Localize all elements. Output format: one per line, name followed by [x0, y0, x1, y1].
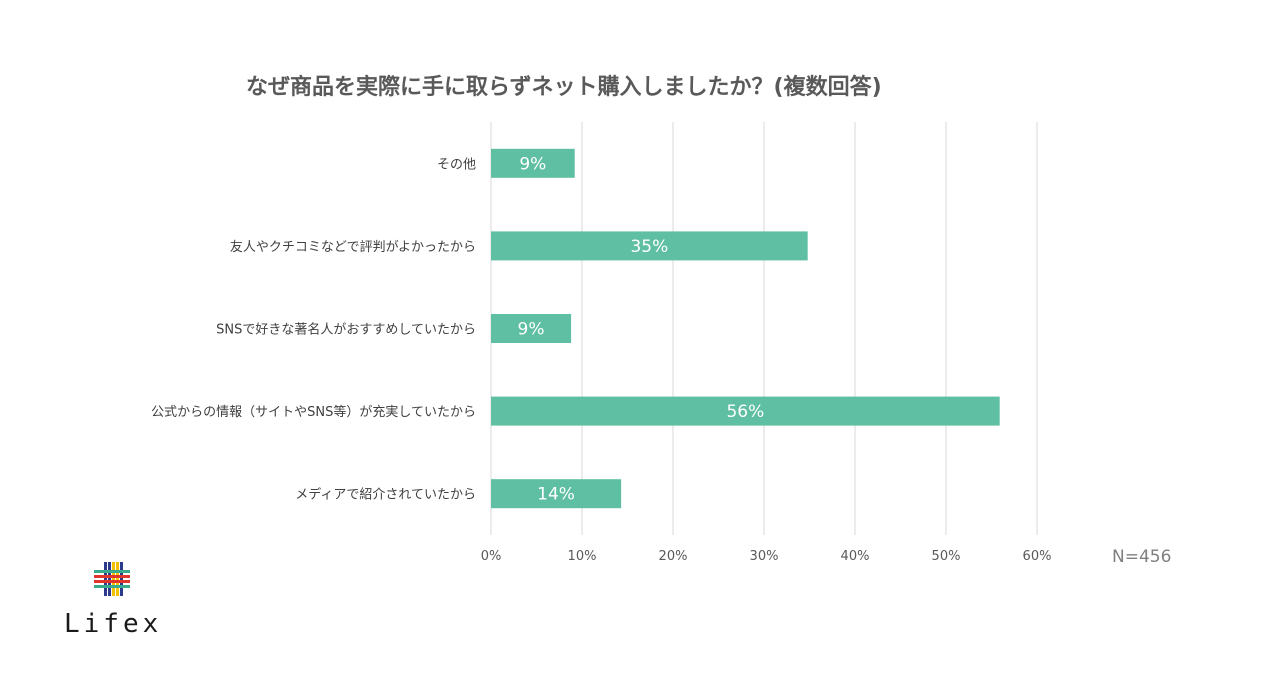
- category-label: その他: [437, 157, 476, 172]
- x-axis-tick-labels: 0% 10% 20% 30% 40% 50% 60%: [481, 549, 1052, 564]
- bar: [491, 314, 572, 343]
- category-label: 公式からの情報（サイトやSNS等）が充実していたから: [151, 404, 476, 420]
- category-label: メディアで紹介されていたから: [295, 487, 476, 503]
- logo-stripe: [104, 562, 107, 596]
- bar: [491, 148, 575, 178]
- logo-stripe: [108, 562, 111, 596]
- x-tick-label: 60%: [1023, 549, 1052, 564]
- gridlines: [490, 122, 1038, 535]
- bar: [491, 479, 622, 509]
- bar: [491, 231, 808, 261]
- lifex-logo: Lifex: [64, 562, 162, 639]
- logo-stripe: [120, 562, 123, 596]
- logo-stripe: [94, 580, 130, 583]
- x-tick-label: 10%: [568, 549, 597, 564]
- bar: [491, 396, 1000, 426]
- bar-data-label: 56%: [726, 402, 764, 422]
- x-tick-label: 0%: [481, 549, 502, 564]
- category-label: 友人やクチコミなどで評判がよかったから: [230, 239, 476, 255]
- logo-stripe: [116, 562, 119, 596]
- x-tick-label: 30%: [750, 549, 779, 564]
- x-tick-label: 20%: [659, 549, 688, 564]
- logo-stripe: [94, 585, 130, 588]
- category-label: SNSで好きな著名人がおすすめしていたから: [216, 322, 476, 338]
- lifex-logo-text: Lifex: [64, 609, 162, 639]
- logo-stripe: [112, 562, 115, 596]
- bar-data-label: 35%: [630, 237, 668, 257]
- x-tick-label: 40%: [841, 549, 870, 564]
- bar-data-label: 14%: [537, 485, 575, 505]
- bar-data-label: 9%: [519, 154, 546, 174]
- logo-stripe: [94, 570, 130, 573]
- sample-size-note: N=456: [1112, 547, 1171, 567]
- bar-data-label: 9%: [518, 320, 545, 340]
- chart-title: なぜ商品を実際に手に取らずネット購入しましたか？(複数回答): [246, 74, 882, 100]
- x-tick-label: 50%: [932, 549, 961, 564]
- lifex-logo-mark: [94, 562, 130, 596]
- logo-stripe: [94, 575, 130, 578]
- bars: 9% 35% 9% 56% 14%: [491, 148, 1000, 509]
